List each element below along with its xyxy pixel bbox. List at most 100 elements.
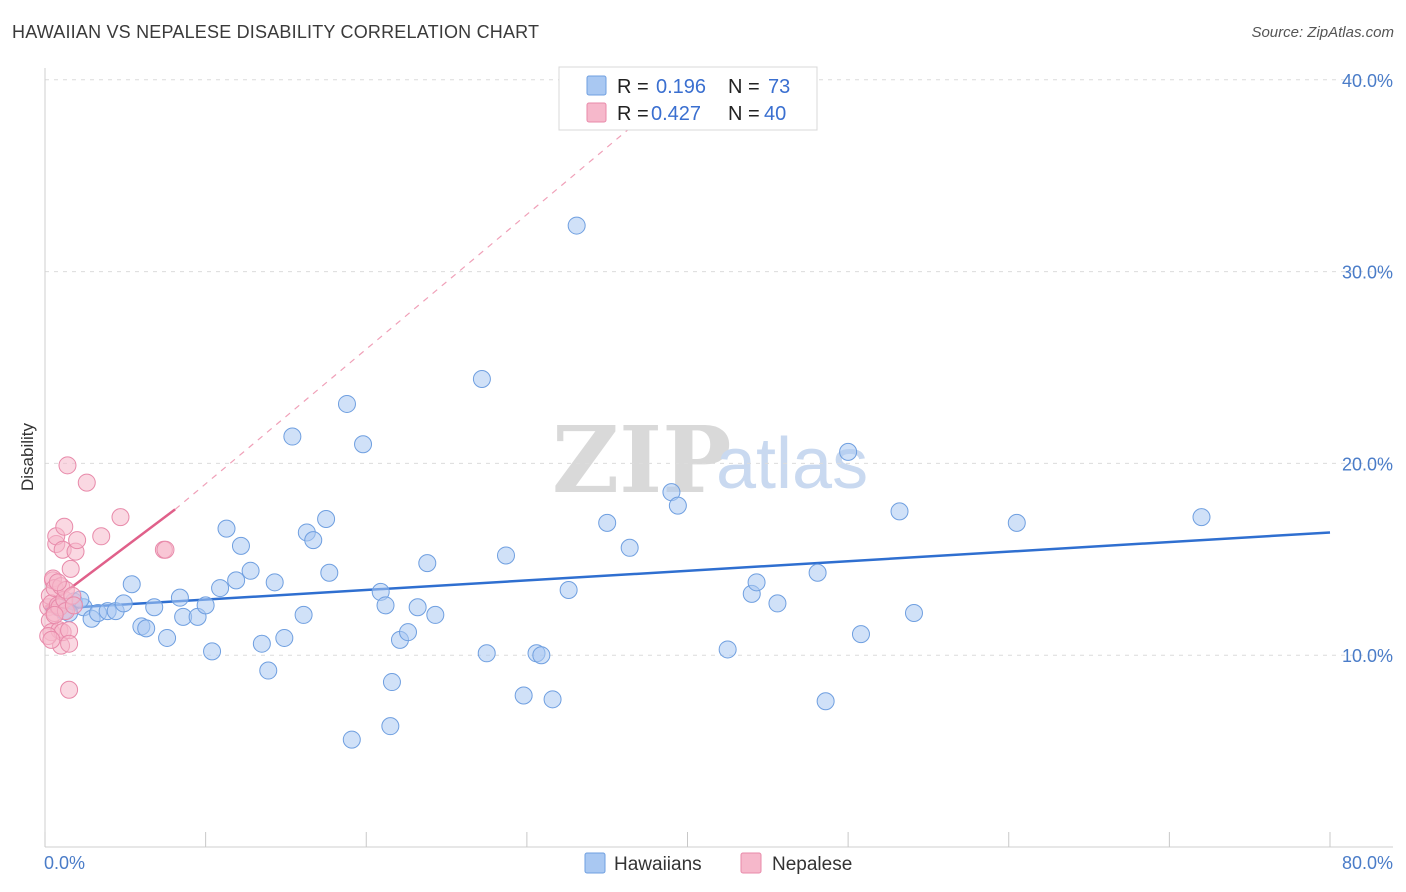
point-hawaiians bbox=[816, 692, 835, 711]
point-nepalese bbox=[58, 456, 77, 475]
point-hawaiians bbox=[252, 634, 271, 653]
legend-r-label: R = bbox=[617, 76, 649, 98]
point-nepalese bbox=[156, 540, 175, 559]
legend-n-label: N = bbox=[728, 76, 760, 98]
point-hawaiians bbox=[1007, 513, 1026, 532]
point-hawaiians bbox=[265, 573, 284, 592]
legend-n-label: N = bbox=[728, 103, 760, 125]
watermark-zip: ZIP bbox=[552, 406, 731, 514]
point-hawaiians bbox=[217, 519, 236, 538]
point-hawaiians bbox=[567, 216, 586, 235]
point-hawaiians bbox=[532, 646, 551, 665]
x-tick-label: 80.0% bbox=[1342, 853, 1393, 873]
point-hawaiians bbox=[275, 628, 294, 647]
point-hawaiians bbox=[354, 435, 373, 454]
point-hawaiians bbox=[320, 563, 339, 582]
point-nepalese bbox=[48, 573, 67, 592]
trend-line-hawaiians bbox=[44, 531, 1331, 611]
point-hawaiians bbox=[718, 640, 737, 659]
point-hawaiians bbox=[668, 496, 687, 515]
point-hawaiians bbox=[381, 717, 400, 736]
point-nepalese bbox=[42, 630, 61, 649]
point-hawaiians bbox=[241, 561, 260, 580]
point-hawaiians bbox=[408, 598, 427, 617]
point-hawaiians bbox=[543, 690, 562, 709]
point-hawaiians bbox=[145, 598, 164, 617]
legend-r-value: 0.427 bbox=[651, 103, 701, 125]
point-hawaiians bbox=[211, 579, 230, 598]
point-hawaiians bbox=[259, 661, 278, 680]
legend-r-label: R = bbox=[617, 103, 649, 125]
x-tick-labels: 0.0% 80.0% bbox=[44, 853, 1393, 873]
point-hawaiians bbox=[496, 546, 515, 565]
point-hawaiians bbox=[227, 571, 246, 590]
point-nepalese bbox=[92, 527, 111, 546]
point-hawaiians bbox=[808, 563, 827, 582]
trend-lines bbox=[44, 79, 1331, 611]
point-hawaiians bbox=[477, 644, 496, 663]
point-hawaiians bbox=[1192, 508, 1211, 527]
point-hawaiians bbox=[122, 575, 141, 594]
legend-n-value: 73 bbox=[768, 76, 790, 98]
stats-legend: R = 0.196 N = 73 R = 0.427 N = 40 bbox=[558, 66, 818, 131]
point-hawaiians bbox=[342, 730, 361, 749]
point-hawaiians bbox=[890, 502, 909, 521]
legend-label-hawaiians[interactable]: Hawaiians bbox=[614, 854, 702, 875]
point-hawaiians bbox=[839, 442, 858, 461]
point-hawaiians bbox=[376, 596, 395, 615]
source-credit: Source: ZipAtlas.com bbox=[1251, 24, 1394, 41]
point-nepalese bbox=[77, 473, 96, 492]
legend-swatch-hawaiians[interactable] bbox=[584, 852, 606, 874]
point-hawaiians bbox=[559, 580, 578, 599]
legend-swatch-nepalese bbox=[586, 102, 607, 123]
y-tick-label: 30.0% bbox=[1342, 263, 1393, 283]
legend-label-nepalese[interactable]: Nepalese bbox=[772, 854, 852, 875]
point-nepalese bbox=[61, 559, 80, 578]
point-hawaiians bbox=[337, 394, 356, 413]
legend-swatch-nepalese[interactable] bbox=[740, 852, 762, 874]
point-hawaiians bbox=[904, 604, 923, 623]
point-hawaiians bbox=[768, 594, 787, 613]
trend-line-nepalese-extrapolated bbox=[174, 79, 688, 510]
point-hawaiians bbox=[137, 619, 156, 638]
point-hawaiians bbox=[196, 596, 215, 615]
point-hawaiians bbox=[382, 673, 401, 692]
point-nepalese bbox=[45, 605, 64, 624]
point-hawaiians bbox=[304, 531, 323, 550]
legend-swatch-hawaiians bbox=[586, 75, 607, 96]
watermark-atlas: atlas bbox=[716, 424, 868, 504]
series-hawaiians bbox=[48, 216, 1211, 749]
point-hawaiians bbox=[294, 605, 313, 624]
series-nepalese bbox=[39, 456, 175, 699]
axes bbox=[44, 68, 1393, 848]
point-hawaiians bbox=[114, 594, 133, 613]
legend-r-value: 0.196 bbox=[656, 76, 706, 98]
chart-title: HAWAIIAN VS NEPALESE DISABILITY CORRELAT… bbox=[12, 22, 540, 42]
point-hawaiians bbox=[158, 628, 177, 647]
point-hawaiians bbox=[283, 427, 302, 446]
point-hawaiians bbox=[418, 554, 437, 573]
point-hawaiians bbox=[514, 686, 533, 705]
point-hawaiians bbox=[203, 642, 222, 661]
point-nepalese bbox=[60, 634, 79, 653]
point-hawaiians bbox=[851, 625, 870, 644]
point-nepalese bbox=[55, 517, 74, 536]
y-tick-labels: 10.0% 20.0% 30.0% 40.0% bbox=[1342, 71, 1393, 666]
y-tick-label: 40.0% bbox=[1342, 71, 1393, 91]
point-hawaiians bbox=[472, 370, 491, 389]
y-axis-label: Disability bbox=[18, 422, 37, 491]
x-tick-label: 0.0% bbox=[44, 853, 85, 873]
point-nepalese bbox=[60, 680, 79, 699]
point-nepalese bbox=[68, 531, 87, 550]
y-tick-label: 10.0% bbox=[1342, 646, 1393, 666]
series-legend: Hawaiians Nepalese bbox=[584, 852, 852, 875]
point-hawaiians bbox=[231, 536, 250, 555]
point-hawaiians bbox=[426, 605, 445, 624]
legend-n-value: 40 bbox=[764, 103, 786, 125]
point-hawaiians bbox=[747, 573, 766, 592]
y-tick-label: 20.0% bbox=[1342, 454, 1393, 474]
point-nepalese bbox=[111, 508, 130, 527]
point-nepalese bbox=[64, 596, 83, 615]
point-hawaiians bbox=[620, 538, 639, 557]
